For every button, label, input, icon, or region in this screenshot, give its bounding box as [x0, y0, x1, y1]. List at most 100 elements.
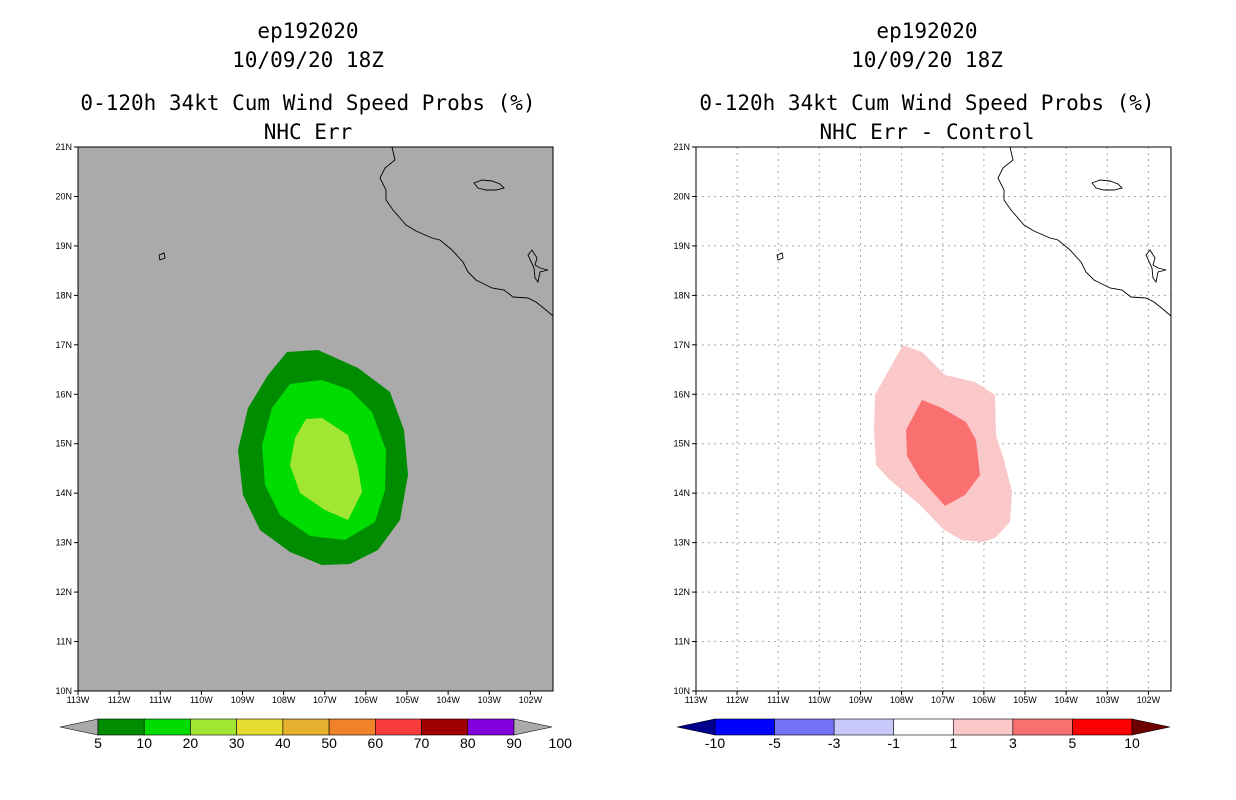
- right-title-date: 10/09/20 18Z: [851, 48, 1003, 72]
- colorbar-label: 30: [229, 735, 245, 751]
- colorbar-high-end: [1131, 718, 1171, 736]
- lat-tick-label: 21N: [673, 142, 690, 152]
- colorbar-box: [375, 718, 422, 736]
- left-title-field: NHC Err: [264, 120, 353, 144]
- lat-tick-label: 16N: [673, 389, 690, 399]
- left-title-storm: ep192020: [257, 19, 358, 43]
- left-colorbar: 5 10 20 30 40 50 60 70 80 90 100: [59, 718, 573, 751]
- colorbar-low-end: [59, 718, 99, 736]
- left-map-frame: [77, 146, 554, 692]
- lon-tick-label: 106W: [354, 695, 378, 705]
- left-title-product: 0-120h 34kt Cum Wind Speed Probs (%): [80, 91, 535, 115]
- lat-tick-label: 14N: [673, 488, 690, 498]
- colorbar-label: 70: [414, 735, 430, 751]
- left-coastline: [379, 146, 554, 317]
- colorbar-label: -10: [705, 735, 725, 751]
- right-island-islas-marias: [1091, 179, 1123, 191]
- colorbar-label: 60: [368, 735, 384, 751]
- right-colorbar: -10 -5 -3 -1 1 3 5 10: [676, 718, 1171, 751]
- colorbar-label: -3: [828, 735, 841, 751]
- lat-tick-label: 17N: [673, 340, 690, 350]
- right-title-product: 0-120h 34kt Cum Wind Speed Probs (%): [699, 91, 1154, 115]
- lat-tick-label: 14N: [55, 488, 72, 498]
- colorbar-box: [893, 718, 954, 736]
- lat-tick-label: 20N: [55, 191, 72, 201]
- lon-tick-label: 107W: [313, 695, 337, 705]
- lon-tick-label: 108W: [272, 695, 296, 705]
- lon-tick-label: 112W: [726, 695, 749, 705]
- right-title-field: NHC Err - Control: [820, 120, 1035, 144]
- right-island-socorro: [776, 252, 784, 261]
- left-island-socorro: [158, 252, 166, 261]
- right-map-frame: [695, 146, 1172, 692]
- colorbar-box: [1012, 718, 1073, 736]
- lat-tick-label: 15N: [673, 439, 690, 449]
- lat-tick-label: 16N: [55, 389, 72, 399]
- colorbar-label: -5: [768, 735, 781, 751]
- lat-tick-label: 20N: [673, 191, 690, 201]
- lon-tick-label: 112W: [108, 695, 131, 705]
- colorbar-label: 5: [94, 735, 102, 751]
- colorbar-label: 90: [506, 735, 522, 751]
- lon-tick-label: 113W: [67, 695, 90, 705]
- lon-tick-label: 109W: [849, 695, 873, 705]
- lon-tick-label: 108W: [890, 695, 914, 705]
- lat-tick-label: 21N: [55, 142, 72, 152]
- colorbar-label: 3: [1009, 735, 1017, 751]
- lon-tick-label: 104W: [436, 695, 460, 705]
- colorbar-label: 20: [183, 735, 199, 751]
- lon-tick-label: 105W: [395, 695, 419, 705]
- lon-tick-label: 111W: [767, 695, 790, 705]
- colorbar-label: 100: [549, 735, 573, 751]
- lat-tick-label: 11N: [56, 637, 72, 647]
- lat-tick-label: 12N: [673, 587, 690, 597]
- colorbar-box: [143, 718, 191, 736]
- left-contour-20-30: [290, 418, 362, 520]
- colorbar-box: [282, 718, 330, 736]
- lat-tick-label: 12N: [55, 587, 72, 597]
- colorbar-high-end: [513, 718, 553, 736]
- left-panel: ep192020 10/09/20 18Z 0-120h 34kt Cum Wi…: [55, 19, 572, 751]
- right-contour-3-5: [906, 400, 980, 506]
- lat-tick-label: 19N: [55, 241, 72, 251]
- colorbar-box: [190, 718, 237, 736]
- right-title-storm: ep192020: [876, 19, 977, 43]
- lon-tick-label: 105W: [1013, 695, 1037, 705]
- lon-tick-label: 106W: [972, 695, 996, 705]
- lon-tick-label: 110W: [190, 695, 213, 705]
- lat-tick-label: 10N: [673, 686, 690, 696]
- colorbar-label: 40: [275, 735, 291, 751]
- lon-tick-label: 113W: [685, 695, 708, 705]
- colorbar-box: [97, 718, 145, 736]
- right-panel: ep192020 10/09/20 18Z 0-120h 34kt Cum Wi…: [673, 19, 1172, 751]
- colorbar-box: [1072, 718, 1133, 736]
- lon-tick-label: 107W: [931, 695, 955, 705]
- lon-tick-label: 109W: [231, 695, 255, 705]
- colorbar-label: 10: [136, 735, 152, 751]
- colorbar-box: [774, 718, 835, 736]
- colorbar-label: 1: [949, 735, 957, 751]
- lon-tick-label: 102W: [1137, 695, 1161, 705]
- lon-tick-label: 102W: [519, 695, 543, 705]
- lon-tick-label: 104W: [1054, 695, 1078, 705]
- colorbar-box: [236, 718, 284, 736]
- colorbar-label: 10: [1124, 735, 1140, 751]
- colorbar-label: 50: [321, 735, 337, 751]
- lon-tick-label: 103W: [1095, 695, 1119, 705]
- lat-tick-label: 10N: [55, 686, 72, 696]
- lat-tick-label: 11N: [674, 637, 690, 647]
- colorbar-low-end: [676, 718, 716, 736]
- colorbar-box: [833, 718, 895, 736]
- lat-tick-label: 17N: [55, 340, 72, 350]
- colorbar-box: [714, 718, 775, 736]
- lat-tick-label: 13N: [673, 538, 690, 548]
- lon-tick-label: 103W: [477, 695, 501, 705]
- lat-tick-label: 15N: [55, 439, 72, 449]
- colorbar-box: [421, 718, 469, 736]
- left-title-date: 10/09/20 18Z: [232, 48, 384, 72]
- left-axis-ticks: 10N 11N 12N 13N 14N 15N 16N 17N 18N 19N 20N 21N 113W…: [55, 142, 542, 705]
- colorbar-label: 5: [1069, 735, 1077, 751]
- lon-tick-label: 111W: [149, 695, 172, 705]
- lat-tick-label: 19N: [673, 241, 690, 251]
